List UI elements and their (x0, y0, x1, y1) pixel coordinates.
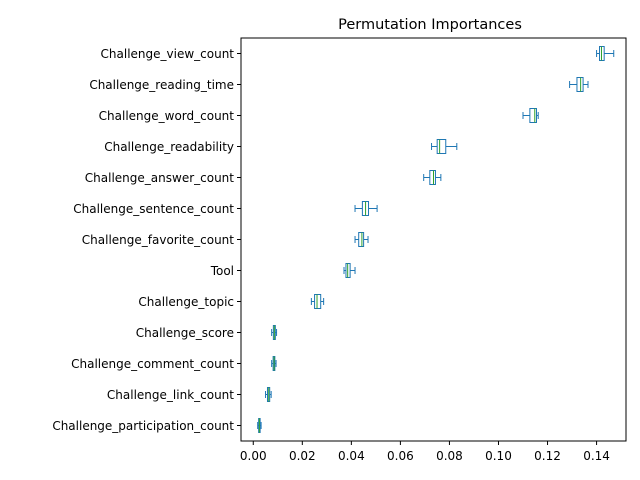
box-challenge-sentence-count (354, 201, 378, 216)
box-challenge-readability (431, 139, 458, 154)
y-tick-label: Challenge_answer_count (85, 171, 234, 185)
box (576, 77, 584, 92)
x-tick-label: 0.06 (387, 449, 414, 463)
y-tick-label: Challenge_score (136, 326, 234, 340)
x-tick-label: 0.12 (534, 449, 561, 463)
box (436, 139, 447, 154)
chart-marks (257, 46, 615, 433)
plot-frame (240, 37, 627, 442)
box (314, 294, 322, 309)
box-challenge-view-count (596, 46, 615, 61)
y-tick-label: Challenge_view_count (101, 47, 235, 61)
x-tick-label: 0.14 (583, 449, 610, 463)
y-tick-label: Challenge_word_count (99, 109, 235, 123)
y-tick-label: Challenge_link_count (107, 388, 234, 402)
box-challenge-reading-time (569, 77, 589, 92)
box-challenge-link-count (265, 387, 272, 402)
y-tick-label: Challenge_comment_count (71, 357, 234, 371)
y-tick-label: Challenge_favorite_count (82, 233, 235, 247)
chart-title: Permutation Importances (338, 17, 522, 33)
box-challenge-comment-count (271, 356, 277, 371)
x-tick-label: 0.00 (240, 449, 267, 463)
y-tick-label: Challenge_topic (138, 295, 234, 309)
x-tick-label: 0.04 (338, 449, 365, 463)
box-challenge-score (271, 325, 278, 340)
x-axis: 0.00 0.02 0.04 0.06 0.08 0.10 0.12 0.14 (240, 441, 610, 463)
box (358, 232, 365, 247)
box-challenge-answer-count (423, 170, 442, 185)
x-tick-label: 0.08 (436, 449, 463, 463)
box-challenge-topic (310, 294, 325, 309)
box-challenge-favorite-count (354, 232, 369, 247)
y-tick-label: Tool (210, 264, 234, 278)
y-axis: Challenge_view_count Challenge_reading_ti… (52, 47, 241, 433)
x-tick-label: 0.02 (289, 449, 316, 463)
x-tick-label: 0.10 (485, 449, 512, 463)
box-challenge-word-count (522, 108, 539, 123)
box-tool (343, 263, 356, 278)
box (529, 108, 537, 123)
y-tick-label: Challenge_participation_count (52, 419, 234, 433)
y-tick-label: Challenge_readability (104, 140, 234, 154)
y-tick-label: Challenge_reading_time (89, 78, 234, 92)
y-tick-label: Challenge_sentence_count (73, 202, 234, 216)
box (429, 170, 436, 185)
box-challenge-participation-count (257, 418, 262, 433)
